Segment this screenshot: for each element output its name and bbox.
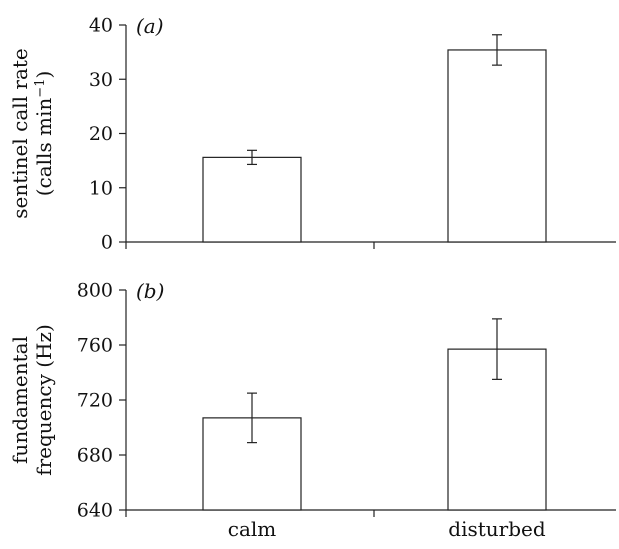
panel-a-error-bar-disturbed <box>492 34 502 66</box>
panel-b-y-tick-label: 760 <box>77 335 113 357</box>
panel-a-y-tick-label: 30 <box>89 69 113 91</box>
panel-a-ticks: 0 10 20 30 40 <box>89 15 375 254</box>
panel-a-y-tick-label: 20 <box>89 123 113 145</box>
panel-b-error-bar-calm <box>247 392 257 444</box>
panel-b-bars <box>202 318 547 511</box>
x-category-label-calm: calm <box>228 517 277 541</box>
panel-b-y-tick-label: 720 <box>77 390 113 412</box>
panel-b-y-axis-title-line2: frequency (Hz) <box>32 324 56 476</box>
x-category-label-disturbed: disturbed <box>448 517 546 541</box>
panel-a-y-axis-title-unit: (calls min <box>32 98 56 197</box>
panel-a-y-axis-title-line2: (calls min−1) <box>32 71 56 197</box>
panel-b-y-axis-title-line1: fundamental <box>8 336 32 464</box>
panel-a-y-axis-title-exponent: −1 <box>33 79 48 98</box>
panel-b-tag: (b) <box>136 279 164 303</box>
panel-a-bar-calm <box>202 156 302 243</box>
panel-a-bars <box>202 34 547 243</box>
panel-b-y-tick-label: 640 <box>77 500 113 522</box>
panel-a-y-tick-label: 0 <box>101 232 113 254</box>
panel-a-bar-disturbed <box>447 49 547 243</box>
panel-b-y-tick-label: 680 <box>77 445 113 467</box>
panel-b: 640 680 720 760 800 (b) fundamental frequenc… <box>8 279 616 522</box>
panel-b-ticks: 640 680 720 760 800 <box>77 280 375 522</box>
panel-a: 0 10 20 30 40 (a) sentinel call rate (calls … <box>8 14 616 254</box>
panel-a-y-axis-title-line1: sentinel call rate <box>8 48 32 219</box>
panel-a-error-bar-calm <box>247 149 257 166</box>
panel-b-error-bar-disturbed <box>492 318 502 380</box>
panel-a-tag: (a) <box>136 14 164 38</box>
panel-a-y-axis-title-close: ) <box>32 71 56 79</box>
panel-a-y-tick-label: 40 <box>89 15 113 37</box>
panel-b-y-tick-label: 800 <box>77 280 113 302</box>
panel-a-y-tick-label: 10 <box>89 177 113 199</box>
